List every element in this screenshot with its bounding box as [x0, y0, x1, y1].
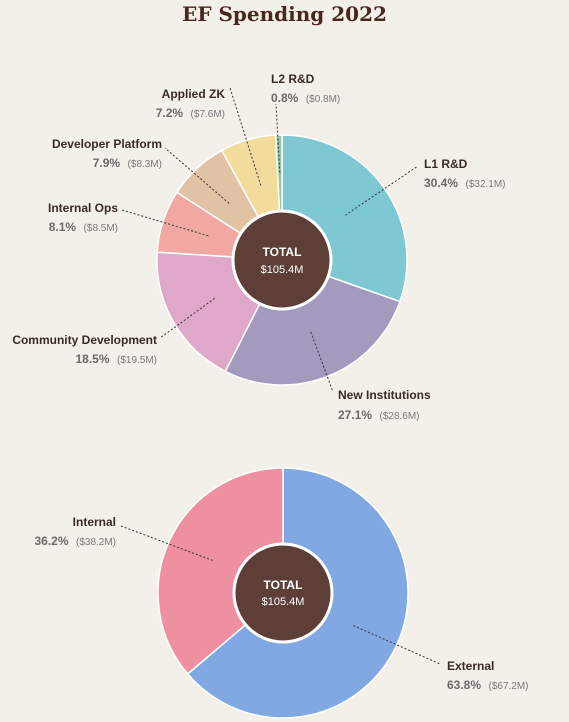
svg-text:36.2% ($38.2M): 36.2% ($38.2M) — [35, 532, 117, 549]
center-total-value: $105.4M — [261, 264, 304, 276]
leader-line-applied-zk — [229, 87, 262, 186]
label-internal-amount: ($38.2M) — [76, 537, 116, 548]
label-external-amount: ($67.2M) — [488, 681, 528, 692]
pie-chart-by-category: TOTAL $105.4M L1 R&D 30.4% ($32.1M) New … — [121, 87, 506, 400]
leader-line-internal-ops — [121, 209, 209, 237]
chart-title: EF Spending 2022 — [182, 2, 387, 26]
leader-line-community-development — [159, 297, 215, 339]
leader-line-new-institutions — [310, 331, 334, 393]
label-l1-rd-amount: ($32.1M) — [465, 179, 505, 190]
center-total-value-2: $105.4M — [262, 596, 305, 608]
label-l1-rd-name: L1 R&D — [424, 157, 468, 171]
label-new-institutions-amount: ($28.6M) — [379, 411, 419, 422]
svg-text:30.4% ($32.1M): 30.4% ($32.1M) — [424, 174, 506, 191]
label-external-percent: 63.8% — [447, 678, 481, 692]
label-new-institutions-percent: 27.1% — [338, 408, 372, 422]
label-new-institutions-name: New Institutions — [338, 388, 431, 400]
label-external-name: External — [447, 659, 494, 673]
slice-internal — [157, 467, 284, 675]
center-total-label-2: TOTAL — [264, 578, 303, 592]
leader-line-external — [353, 625, 441, 665]
leader-line-internal — [120, 525, 213, 561]
label-internal-name: Internal — [73, 515, 116, 529]
leader-line-l2-rd — [275, 103, 281, 173]
center-circle-2 — [232, 542, 334, 644]
svg-text:27.1% ($28.6M): 27.1% ($28.6M) — [338, 406, 420, 423]
label-l1-rd-percent: 30.4% — [424, 176, 458, 190]
slice-external — [186, 467, 409, 719]
svg-text:63.8% ($67.2M): 63.8% ($67.2M) — [447, 676, 529, 693]
center-total-label: TOTAL — [263, 245, 302, 259]
label-internal-percent: 36.2% — [35, 534, 69, 548]
leader-line-l1-rd — [344, 165, 419, 216]
center-circle — [231, 209, 333, 311]
